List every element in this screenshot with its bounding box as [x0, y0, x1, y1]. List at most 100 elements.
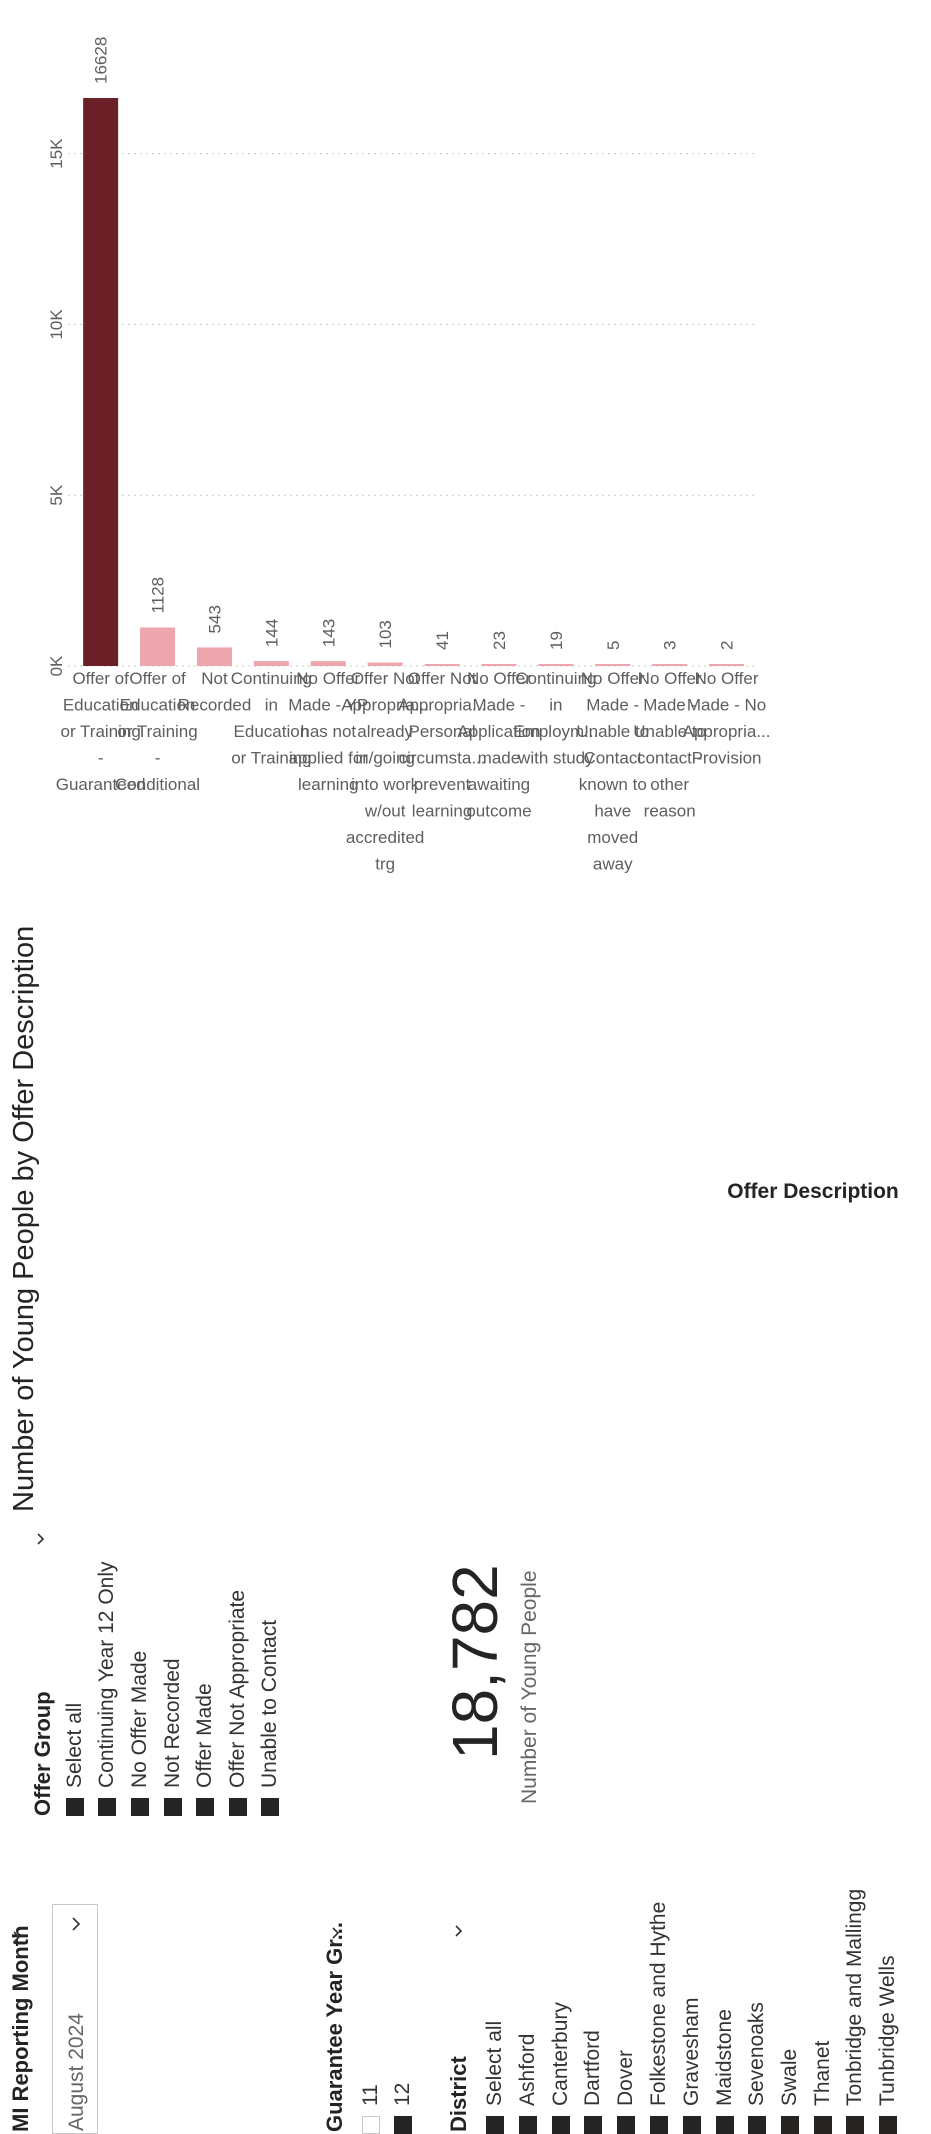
checkbox-checked-icon	[879, 2116, 897, 2134]
data-label: 103	[376, 620, 395, 648]
bar	[481, 664, 517, 666]
bar	[83, 98, 119, 666]
offer-group-item-offer-made[interactable]: Offer Made	[192, 1683, 218, 1816]
district-item-gravesham[interactable]: Gravesham	[679, 1997, 705, 2134]
x-tick-label-line: Made - No	[687, 696, 766, 715]
x-tick-label-line: Education	[120, 696, 196, 715]
guarantee-year-expand-icon[interactable]	[325, 1922, 347, 1944]
x-tick-label-line: accredited	[346, 828, 424, 847]
offer-group-item-select-all[interactable]: Select all	[62, 1703, 88, 1816]
offer-group-title: Offer Group	[30, 1691, 55, 1816]
checkbox-checked-icon	[519, 2116, 537, 2134]
data-label: 543	[205, 605, 224, 633]
checkbox-checked-icon	[98, 1798, 116, 1816]
district-item-dover[interactable]: Dover	[613, 2050, 639, 2134]
district-item-sevenoaks[interactable]: Sevenoaks	[744, 2002, 770, 2134]
y-tick-label: 5K	[50, 484, 66, 505]
x-tick-label-line: other	[650, 775, 689, 794]
x-tick-label-line: Employm...	[513, 722, 598, 741]
chart-title: Number of Young People by Offer Descript…	[8, 925, 40, 1512]
x-tick-label-line: Offer Not	[351, 669, 420, 688]
mi-reporting-month-selected: August 2024	[65, 2013, 88, 2131]
offer-group-item-continuing-year-12-only[interactable]: Continuing Year 12 Only	[94, 1562, 120, 1816]
district-item-tonbridge-and-malling[interactable]: Tonbridge and Mallingg	[842, 1889, 868, 2134]
x-tick-label-line: learning	[298, 775, 359, 794]
x-tick-label-line: circumsta...	[399, 749, 486, 768]
mi-reporting-month-dropdown[interactable]: August 2024	[52, 1904, 98, 2134]
x-tick-label-line: Offer of	[129, 669, 186, 688]
bar	[595, 664, 631, 666]
x-tick-label-line: made	[478, 749, 521, 768]
data-label: 19	[547, 631, 566, 650]
district-item-ashford[interactable]: Ashford	[515, 2034, 541, 2134]
checkbox-checked-icon	[650, 2116, 668, 2134]
x-tick-label-line: in	[265, 696, 278, 715]
x-tick-label-line: away	[593, 855, 633, 874]
x-tick-label-line: -	[98, 749, 104, 768]
x-tick-label-line: No Offer	[638, 669, 702, 688]
district-item-canterbury[interactable]: Canterbury	[548, 2002, 574, 2134]
x-tick-label-line: Appropria...	[341, 696, 429, 715]
x-tick-label-line: contact -	[637, 749, 702, 768]
x-tick-label-line: or Training	[60, 722, 140, 741]
offer-group-item-offer-not-appropriate[interactable]: Offer Not Appropriate	[225, 1590, 251, 1816]
offer-description-bar-chart: 0K5K10K15KNumber of Young People16628Off…	[50, 37, 899, 1203]
x-tick-label-line: Continuing	[231, 669, 312, 688]
checkbox-checked-icon	[164, 1798, 182, 1816]
guarantee-year-item-11[interactable]: 11	[358, 2084, 384, 2134]
checkbox-checked-icon	[196, 1798, 214, 1816]
district-item-swale[interactable]: Swale	[777, 2049, 803, 2134]
x-tick-label-line: Recorded	[178, 696, 252, 715]
offer-group-item-unable-to-contact[interactable]: Unable to Contact	[257, 1620, 283, 1816]
guarantee-year-title: Guarantee Year Gr...	[322, 1922, 347, 2132]
x-tick-label-line: Education	[63, 696, 139, 715]
checkbox-checked-icon	[66, 1798, 84, 1816]
checkbox-checked-icon	[846, 2116, 864, 2134]
y-tick-label: 0K	[50, 655, 66, 676]
offer-group-item-no-offer-made[interactable]: No Offer Made	[127, 1651, 153, 1816]
district-item-select-all[interactable]: Select all	[482, 2021, 508, 2134]
x-tick-label-line: No Offer	[467, 669, 531, 688]
x-tick-label-line: Appropria...	[398, 696, 486, 715]
checkbox-checked-icon	[552, 2116, 570, 2134]
offer-group-expand-icon[interactable]	[30, 1528, 52, 1550]
x-tick-label-line: applied for	[289, 749, 369, 768]
checkbox-checked-icon	[781, 2116, 799, 2134]
data-label: 143	[319, 619, 338, 647]
guarantee-year-item-12[interactable]: 12	[390, 2083, 416, 2134]
data-label: 41	[433, 631, 452, 650]
district-item-dartford[interactable]: Dartford	[580, 2030, 606, 2134]
data-label: 2	[718, 641, 737, 650]
x-tick-label-line: have	[594, 802, 631, 821]
bar	[310, 661, 346, 666]
x-tick-label-line: -	[155, 749, 161, 768]
mi-reporting-month-expand-icon[interactable]	[6, 1926, 28, 1948]
offer-group-item-not-recorded[interactable]: Not Recorded	[160, 1658, 186, 1816]
x-tick-label-line: known to	[579, 775, 647, 794]
x-tick-label-line: No Offer	[296, 669, 360, 688]
x-tick-label-line: Contact	[583, 749, 642, 768]
kpi-value: 18,782	[439, 1564, 511, 1760]
x-tick-label-line: Appropria...	[683, 722, 771, 741]
x-tick-label-line: Offer of	[72, 669, 129, 688]
x-tick-label-line: trg	[375, 855, 395, 874]
bar	[367, 662, 403, 666]
x-tick-label-line: in/going	[355, 749, 415, 768]
district-item-maidstone[interactable]: Maidstone	[712, 2009, 738, 2134]
bar	[253, 661, 289, 666]
x-tick-label-line: or Training	[231, 749, 311, 768]
x-tick-label-line: w/out	[364, 802, 406, 821]
district-expand-icon[interactable]	[448, 1920, 470, 1942]
x-tick-label-line: Offer Not	[408, 669, 477, 688]
x-tick-label-line: with study	[517, 749, 594, 768]
district-item-tunbridge-wells[interactable]: Tunbridge Wells	[875, 1955, 901, 2134]
x-tick-label-line: Guaranteed	[56, 775, 146, 794]
district-item-folkestone-and-hythe[interactable]: Folkestone and Hythe	[646, 1902, 672, 2134]
district-item-thanet[interactable]: Thanet	[810, 2041, 836, 2134]
x-tick-label-line: reason	[644, 802, 696, 821]
bar	[140, 627, 176, 666]
data-label: 144	[262, 619, 281, 647]
data-label: 23	[490, 631, 509, 650]
x-tick-label-line: awaiting	[468, 775, 530, 794]
x-tick-label-line: Continuing	[515, 669, 596, 688]
